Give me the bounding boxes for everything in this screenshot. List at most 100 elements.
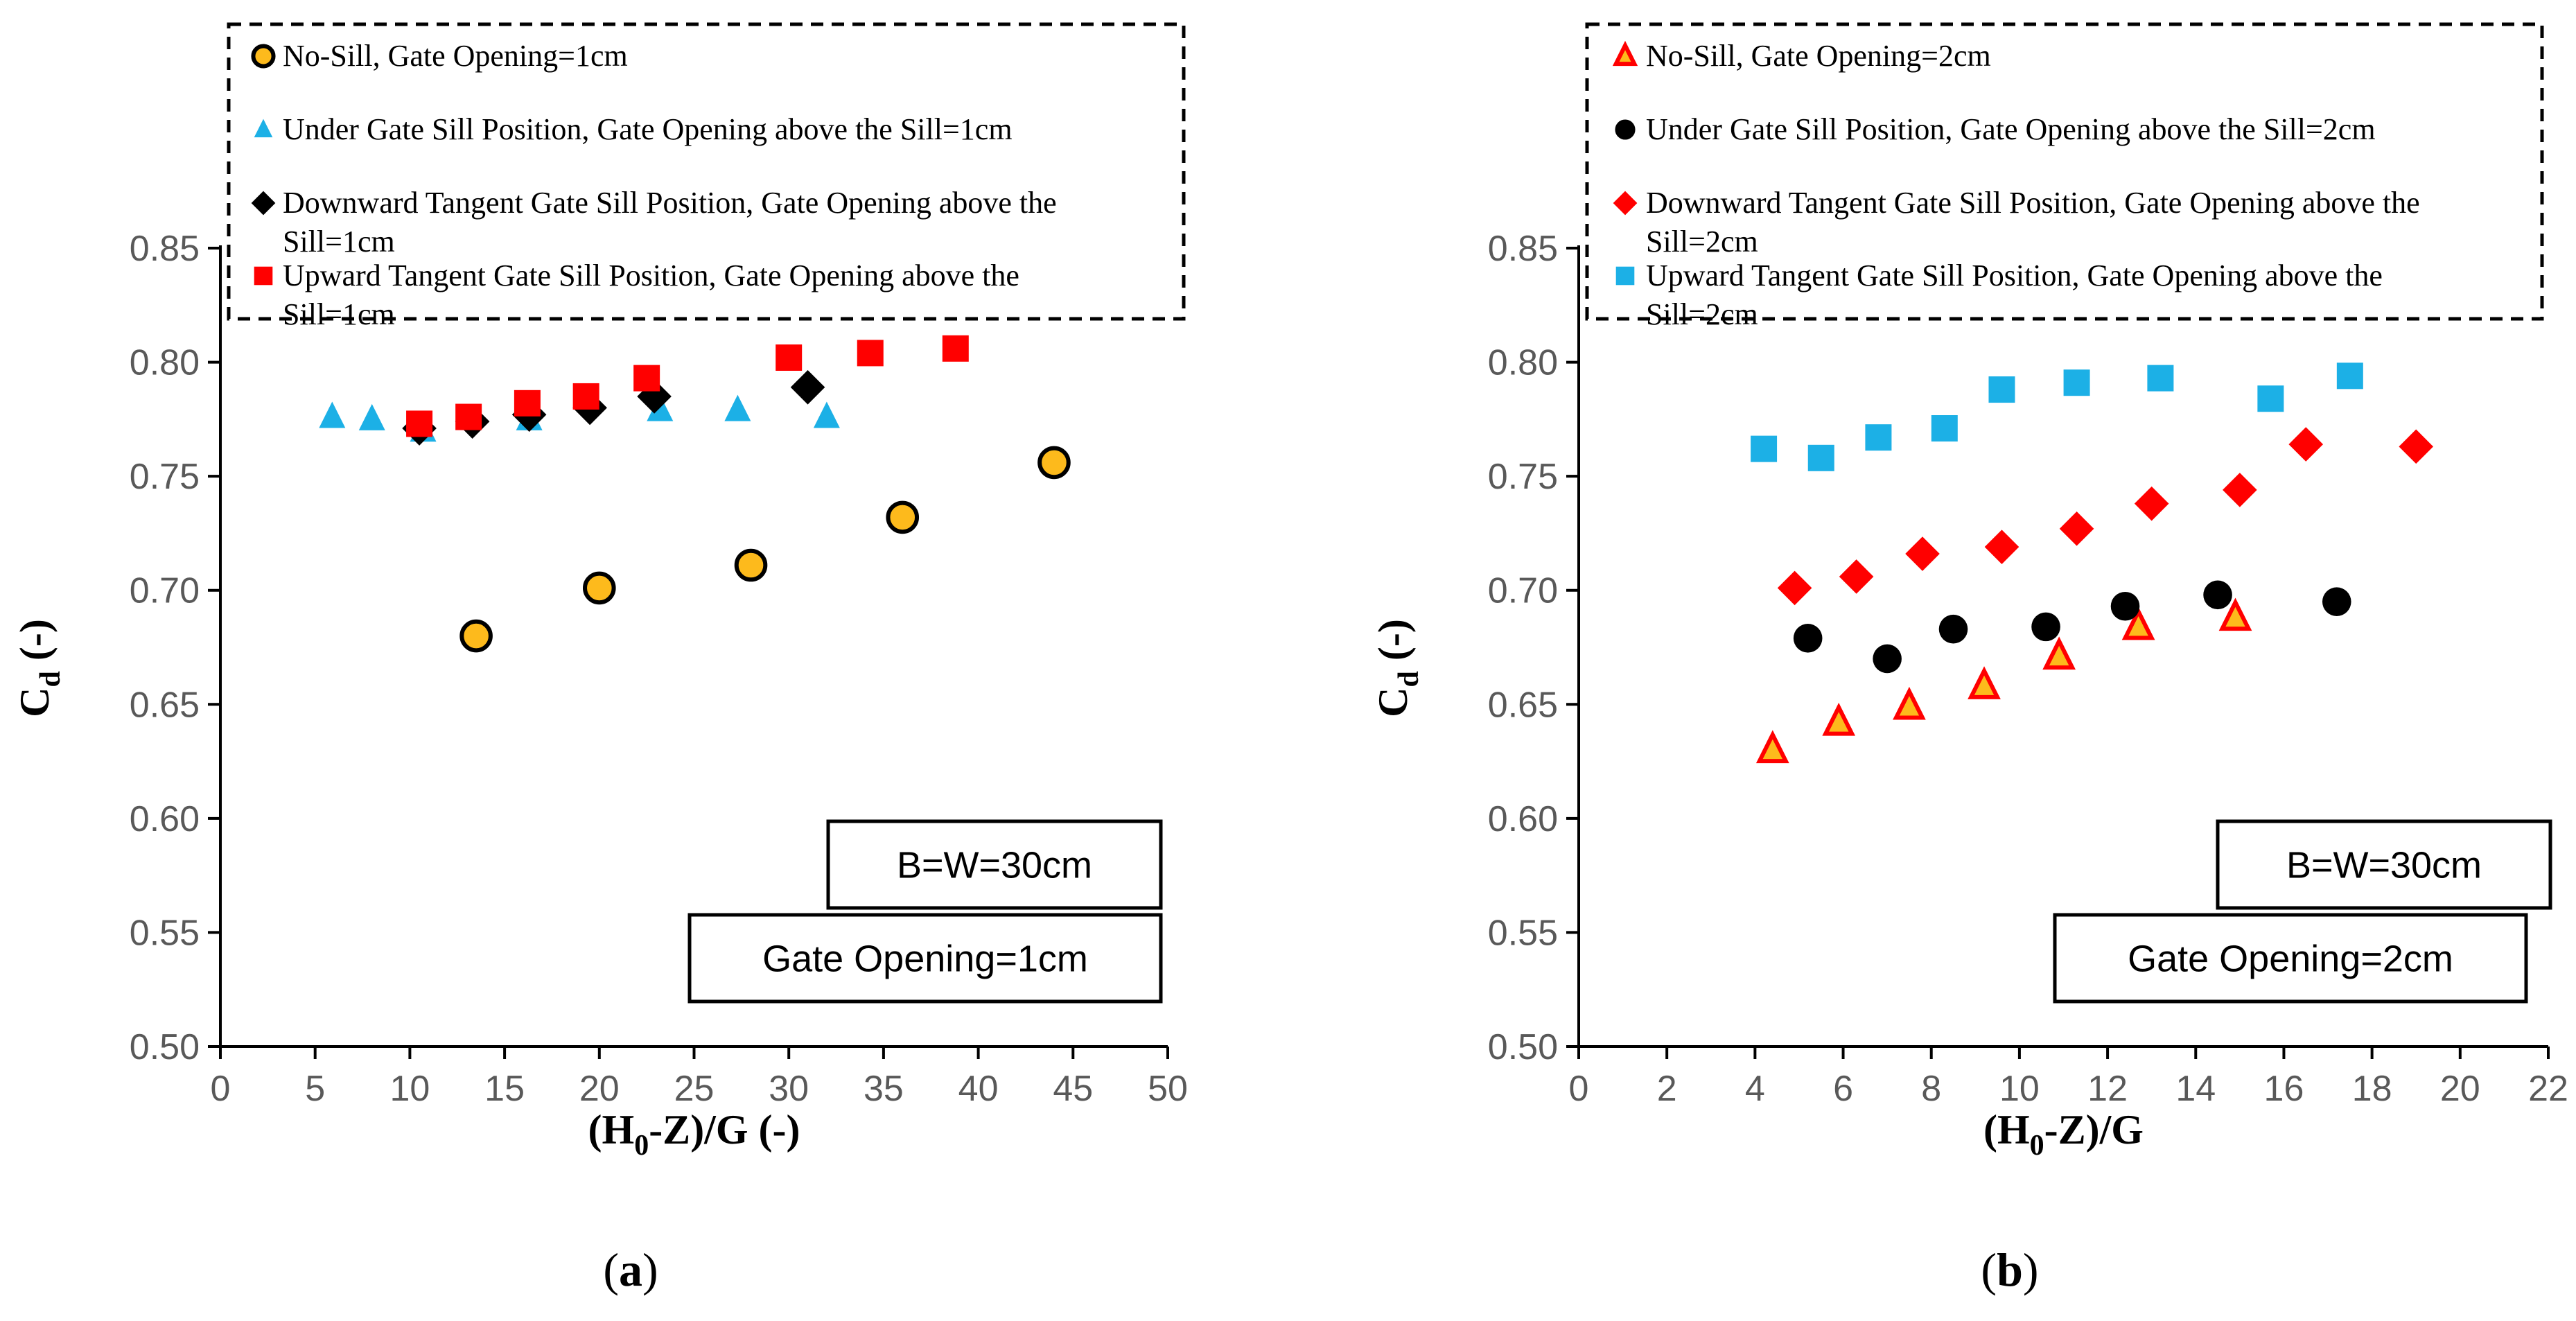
- y-axis-title-main: C: [1370, 687, 1416, 717]
- x-axis-title: (H0-Z)/G: [1983, 1107, 2144, 1162]
- data-point: [1822, 702, 1856, 736]
- legend-entry: Under Gate Sill Position, Gate Opening a…: [1646, 112, 2376, 146]
- panel-label: (a): [603, 1243, 658, 1296]
- data-point: [2322, 587, 2351, 616]
- y-tick-label: 0.60: [130, 799, 200, 839]
- data-point: [633, 365, 660, 392]
- x-tick-label: 2: [1657, 1069, 1677, 1109]
- data-point: [1865, 424, 1892, 451]
- data-point: [1988, 376, 2015, 403]
- annotation-text: Gate Opening=2cm: [2128, 938, 2453, 980]
- data-point: [2336, 362, 2363, 390]
- legend-marker: [251, 44, 276, 69]
- x-tick-label: 10: [389, 1069, 430, 1109]
- x-tick-label: 25: [674, 1069, 715, 1109]
- x-tick-label: 20: [2440, 1069, 2480, 1109]
- panel-label-letter: b: [1997, 1243, 2023, 1296]
- data-point: [572, 383, 599, 410]
- data-point: [813, 401, 840, 428]
- data-point: [790, 369, 825, 405]
- data-point: [1751, 435, 1778, 462]
- series-3: [1751, 362, 2363, 471]
- x-tick-label: 35: [864, 1069, 904, 1109]
- data-point: [1777, 570, 1812, 606]
- series-2: [1777, 427, 2434, 606]
- data-point: [358, 403, 385, 430]
- panel-label-close: ): [642, 1243, 658, 1296]
- data-point: [2063, 369, 2090, 396]
- legend-entry-line: Sill=1cm: [283, 225, 395, 259]
- legend-entry: No-Sill, Gate Opening=2cm: [1646, 39, 1991, 73]
- x-tick-label: 8: [1921, 1069, 1941, 1109]
- x-tick-label: 6: [1833, 1069, 1853, 1109]
- x-tick-label: 45: [1053, 1069, 1093, 1109]
- legend-entry: Upward Tangent Gate Sill Position, Gate …: [283, 259, 1019, 331]
- data-point: [1984, 530, 2019, 564]
- x-tick-label: 20: [579, 1069, 620, 1109]
- legend-box: [1585, 22, 2544, 321]
- legend-entry-line: Downward Tangent Gate Sill Position, Gat…: [283, 186, 1057, 220]
- annotation-box: [2053, 913, 2528, 1004]
- data-point: [724, 394, 751, 421]
- data-point: [886, 500, 920, 534]
- x-tick-label: 10: [1999, 1069, 2040, 1109]
- annotation-text: B=W=30cm: [2286, 845, 2482, 886]
- y-axis-title: Cd (-): [1370, 619, 1425, 717]
- y-axis-title-main: C: [12, 687, 58, 717]
- data-point: [2203, 580, 2232, 610]
- y-tick-label: 0.60: [1488, 799, 1558, 839]
- data-point: [1905, 536, 1940, 571]
- data-point: [2257, 385, 2284, 412]
- chart-panel-a: 0.50 0.55 0.60 0.65 0.70 0.75 0.80 0.85 0 5 10 15 20…: [12, 22, 1188, 1296]
- data-point: [2147, 365, 2174, 392]
- x-axis-title-main: (H: [588, 1107, 635, 1153]
- data-point: [2218, 597, 2252, 631]
- data-point: [857, 340, 884, 367]
- x-tick-label: 15: [484, 1069, 525, 1109]
- legend-entry: Upward Tangent Gate Sill Position, Gate …: [1646, 259, 2383, 331]
- data-point: [942, 335, 969, 362]
- legend-marker: [254, 266, 273, 286]
- panel-label-open: (: [1981, 1243, 1997, 1296]
- y-tick-label: 0.70: [130, 571, 200, 611]
- data-point: [1968, 666, 2001, 699]
- legend-entry-line: Sill=2cm: [1646, 297, 1758, 331]
- x-tick-label: 50: [1148, 1069, 1188, 1109]
- y-tick-label: 0.55: [130, 913, 200, 953]
- data-point: [1839, 559, 1874, 594]
- legend-entry: No-Sill, Gate Opening=1cm: [283, 39, 628, 73]
- y-tick-label: 0.65: [1488, 685, 1558, 725]
- legend-entry-line: Sill=2cm: [1646, 225, 1758, 259]
- x-axis-title-rest: -Z)/G: [2044, 1107, 2144, 1153]
- legend-marker: [1615, 266, 1635, 286]
- data-point: [2134, 486, 2169, 521]
- legend-entry-line: Upward Tangent Gate Sill Position, Gate …: [1646, 259, 2383, 292]
- y-axis-title: Cd (-): [12, 619, 67, 717]
- data-point: [406, 410, 433, 437]
- y-tick-label: 0.80: [1488, 343, 1558, 383]
- y-axis-title-rest: (-): [1370, 619, 1416, 671]
- data-point: [1938, 614, 1968, 644]
- annotation-box: [687, 913, 1163, 1004]
- panel-label-open: (: [603, 1243, 619, 1296]
- y-axis-title-rest: (-): [12, 619, 58, 671]
- data-point: [2121, 606, 2155, 640]
- panel-label: (b): [1981, 1243, 2038, 1296]
- data-point: [1931, 415, 1958, 442]
- annotation-box: [2216, 819, 2552, 910]
- data-point: [459, 619, 493, 653]
- series-3: [406, 335, 969, 437]
- chart-panel-b: 0.50 0.55 0.60 0.65 0.70 0.75 0.80 0.85 0 2 4 6 8 10 1…: [1370, 22, 2568, 1296]
- legend-marker: [1613, 191, 1638, 216]
- x-tick-label: 12: [2087, 1069, 2128, 1109]
- y-tick-label: 0.50: [130, 1027, 200, 1067]
- data-point: [455, 403, 482, 430]
- y-axis-title-subscript: d: [1393, 671, 1425, 687]
- x-tick-label: 30: [769, 1069, 809, 1109]
- series-1: [1793, 580, 2351, 674]
- y-tick-label: 0.75: [130, 457, 200, 497]
- legend-marker: [1612, 40, 1638, 67]
- y-tick-label: 0.65: [130, 685, 200, 725]
